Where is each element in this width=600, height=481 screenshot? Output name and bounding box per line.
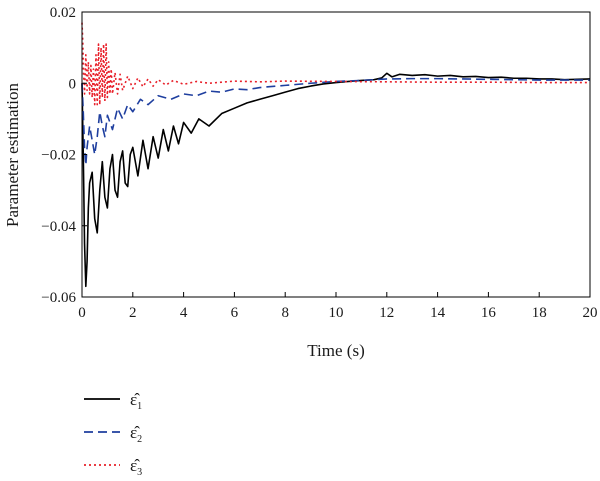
y-tick-label: −0.04	[41, 219, 76, 235]
y-axis-label: Parameter estimation	[3, 83, 22, 227]
x-tick-label: 10	[329, 305, 344, 321]
series-line-3	[81, 22, 590, 106]
x-tick-label: 18	[532, 305, 547, 321]
x-tick-label: 6	[231, 305, 239, 321]
y-tick-label: 0.02	[50, 5, 76, 21]
axis-ticks	[81, 11, 591, 298]
x-tick-label: 20	[583, 305, 598, 321]
legend-label-1: ε̂1	[130, 390, 142, 412]
x-tick-label: 0	[78, 305, 86, 321]
y-tick-label: −0.06	[41, 290, 76, 306]
x-tick-label: 8	[281, 305, 289, 321]
y-tick-label: −0.02	[41, 148, 76, 164]
y-tick-label: 0	[69, 76, 77, 92]
x-tick-label: 12	[379, 305, 394, 321]
legend: ε̂1 ε̂2 ε̂3	[84, 390, 142, 478]
axis-tick-labels: 0 2 4 6 8 10 12 14 16 18 20 −0.06 −0.04 −0.02 0 0.02	[41, 5, 597, 321]
x-tick-label: 14	[430, 305, 446, 321]
x-axis-label: Time (s)	[307, 341, 364, 360]
series-line-1	[81, 72, 591, 288]
x-tick-label: 4	[180, 305, 188, 321]
x-tick-label: 2	[129, 305, 137, 321]
plot-lines	[81, 22, 591, 288]
legend-label-3: ε̂3	[130, 456, 142, 478]
x-tick-label: 16	[481, 305, 497, 321]
legend-label-2: ε̂2	[130, 423, 142, 445]
series-line-2	[81, 77, 590, 166]
